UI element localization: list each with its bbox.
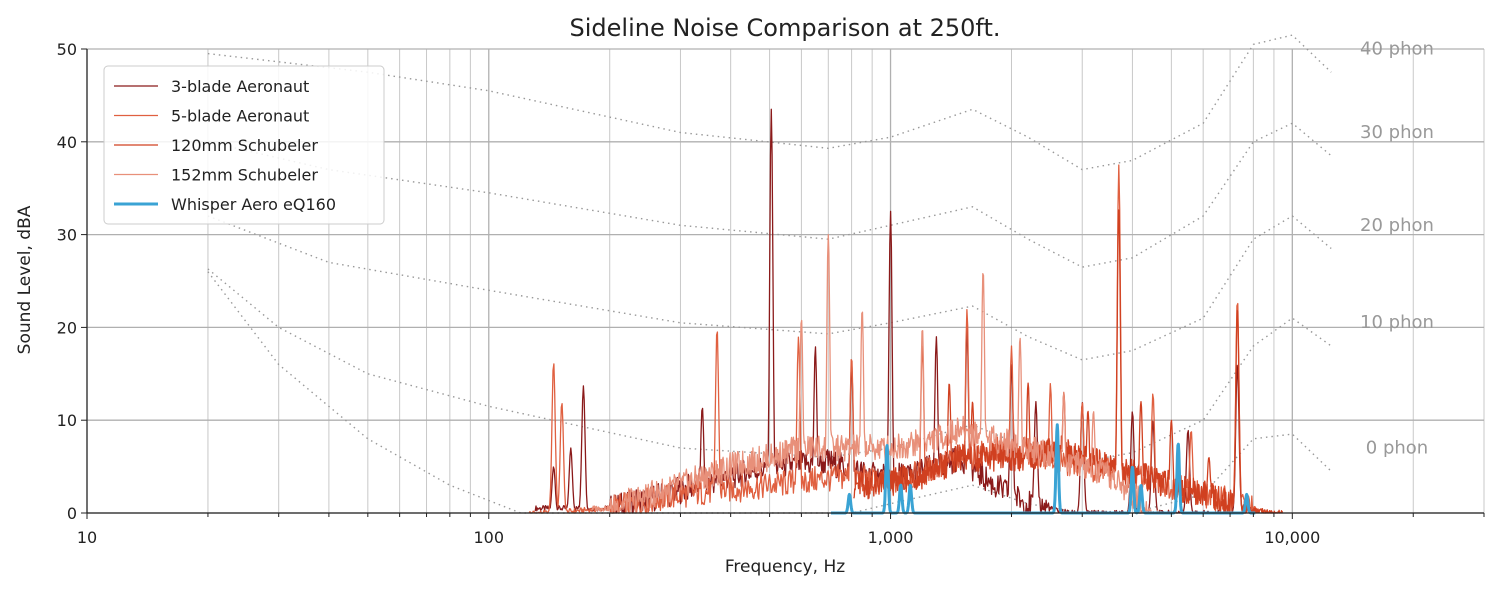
phon-curve	[207, 34, 1332, 171]
phon-label: 20 phon	[1360, 215, 1434, 236]
legend-label: Whisper Aero eQ160	[171, 195, 336, 214]
legend-label: 5-blade Aeronaut	[171, 107, 309, 126]
phon-curve	[207, 122, 1332, 268]
series-lines	[528, 108, 1284, 515]
x-tick-label: 10	[77, 528, 97, 547]
y-axis-label: Sound Level, dBA	[15, 205, 35, 354]
y-tick-label: 0	[67, 504, 77, 523]
phon-label: 30 phon	[1360, 122, 1434, 143]
chart-title: Sideline Noise Comparison at 250ft.	[570, 14, 1001, 42]
legend-label: 3-blade Aeronaut	[171, 77, 309, 96]
phon-curve	[207, 271, 1332, 514]
y-tick-label: 20	[57, 318, 77, 337]
x-tick-label: 100	[473, 528, 504, 547]
phon-label: 40 phon	[1360, 38, 1434, 59]
phon-label: 10 phon	[1360, 312, 1434, 333]
legend-label: 120mm Schubeler	[171, 136, 318, 155]
x-tick-label: 1,000	[868, 528, 914, 547]
legend-label: 152mm Schubeler	[171, 166, 318, 185]
x-axis-label: Frequency, Hz	[725, 557, 845, 577]
phon-label: 0 phon	[1366, 438, 1428, 459]
y-tick-label: 10	[57, 411, 77, 430]
series-line	[590, 234, 1163, 514]
x-tick-label: 10,000	[1264, 528, 1320, 547]
y-tick-label: 50	[57, 40, 77, 59]
y-tick-label: 30	[57, 226, 77, 245]
series-line	[528, 164, 1273, 514]
y-tick-label: 40	[57, 133, 77, 152]
legend: 3-blade Aeronaut 5-blade Aeronaut 120mm Sc…	[103, 65, 385, 225]
axes	[81, 48, 1485, 519]
phon-curves: 40 phon 30 phon 20 phon 10 phon 0 phon	[207, 34, 1434, 514]
series-line	[853, 209, 1284, 514]
legend-box	[103, 65, 385, 225]
